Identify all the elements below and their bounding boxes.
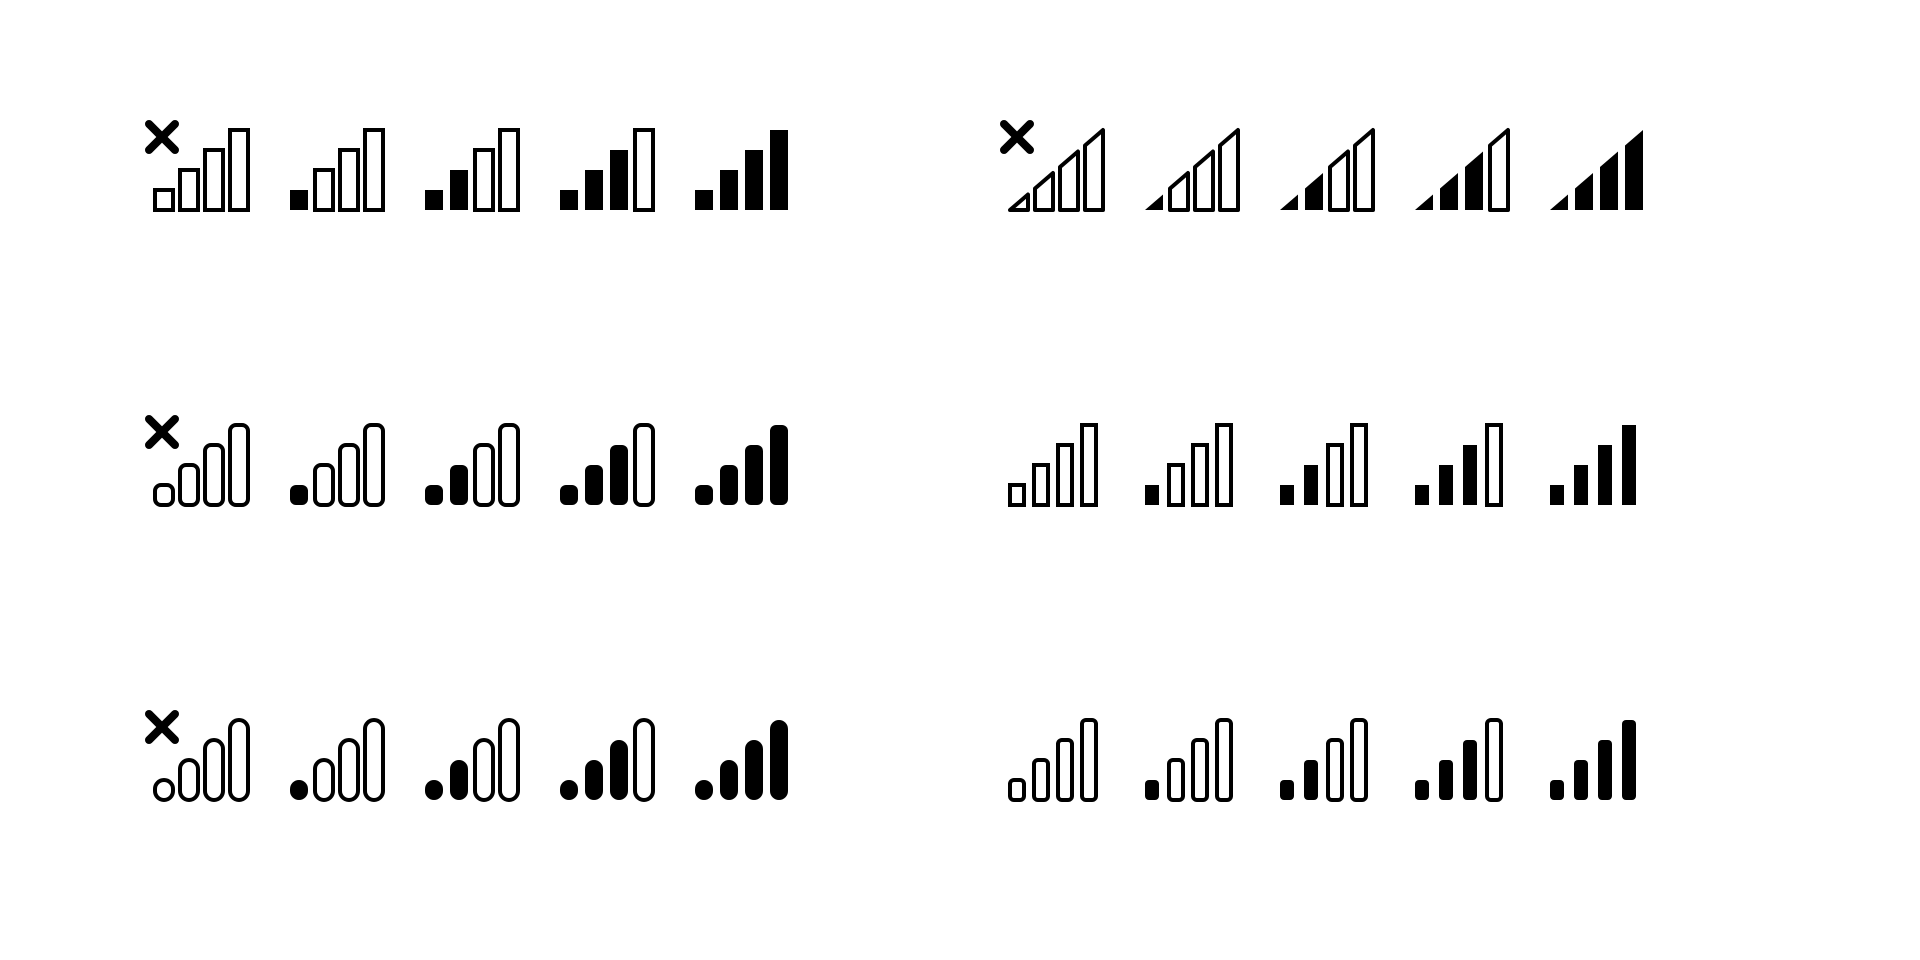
signal-rect_round_sm-level1-icon bbox=[1135, 710, 1241, 810]
signal-tri-nosignal-icon bbox=[1000, 120, 1113, 220]
signal-rect_sharp-level3-icon bbox=[550, 120, 663, 220]
signal-rect_sharp-level1-icon bbox=[280, 120, 393, 220]
signal-tri-level2-icon bbox=[1270, 120, 1383, 220]
signal-rect_thin-level1-icon bbox=[1135, 415, 1241, 515]
signal-rect_pill-nosignal-icon bbox=[145, 710, 258, 810]
signal-rect_pill-level4-icon bbox=[685, 710, 798, 810]
signal-rect_rounded-level4-icon bbox=[685, 415, 798, 515]
signal-rect_rounded-nosignal-icon bbox=[145, 415, 258, 515]
signal-icon-sheet bbox=[0, 0, 1920, 960]
signal-tri-level4-icon bbox=[1540, 120, 1653, 220]
signal-rect_thin-level2-icon bbox=[1270, 415, 1376, 515]
signal-tri-level1-icon bbox=[1135, 120, 1248, 220]
signal-rect_sharp-level4-icon bbox=[685, 120, 798, 220]
signal-rect_sharp-level2-icon bbox=[415, 120, 528, 220]
signal-rect_rounded-level2-icon bbox=[415, 415, 528, 515]
signal-rect_round_sm-level0-icon bbox=[1000, 710, 1106, 810]
signal-rect_rounded-level1-icon bbox=[280, 415, 393, 515]
signal-rect_pill-level3-icon bbox=[550, 710, 663, 810]
signal-rect_sharp-nosignal-icon bbox=[145, 120, 258, 220]
signal-rect_pill-level1-icon bbox=[280, 710, 393, 810]
signal-rect_pill-level2-icon bbox=[415, 710, 528, 810]
signal-rect_round_sm-level4-icon bbox=[1540, 710, 1646, 810]
signal-rect_thin-level0-icon bbox=[1000, 415, 1106, 515]
signal-rect_rounded-level3-icon bbox=[550, 415, 663, 515]
signal-rect_round_sm-level2-icon bbox=[1270, 710, 1376, 810]
signal-rect_thin-level3-icon bbox=[1405, 415, 1511, 515]
signal-rect_thin-level4-icon bbox=[1540, 415, 1646, 515]
signal-rect_round_sm-level3-icon bbox=[1405, 710, 1511, 810]
signal-tri-level3-icon bbox=[1405, 120, 1518, 220]
